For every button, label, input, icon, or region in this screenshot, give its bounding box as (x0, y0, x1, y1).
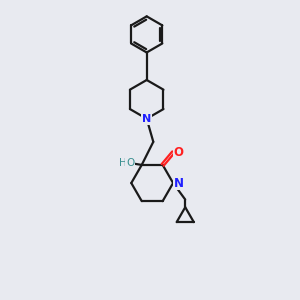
Text: O: O (174, 146, 184, 159)
Text: O: O (126, 158, 134, 168)
Text: N: N (174, 176, 184, 190)
Text: N: N (142, 114, 151, 124)
Text: H: H (119, 158, 127, 168)
